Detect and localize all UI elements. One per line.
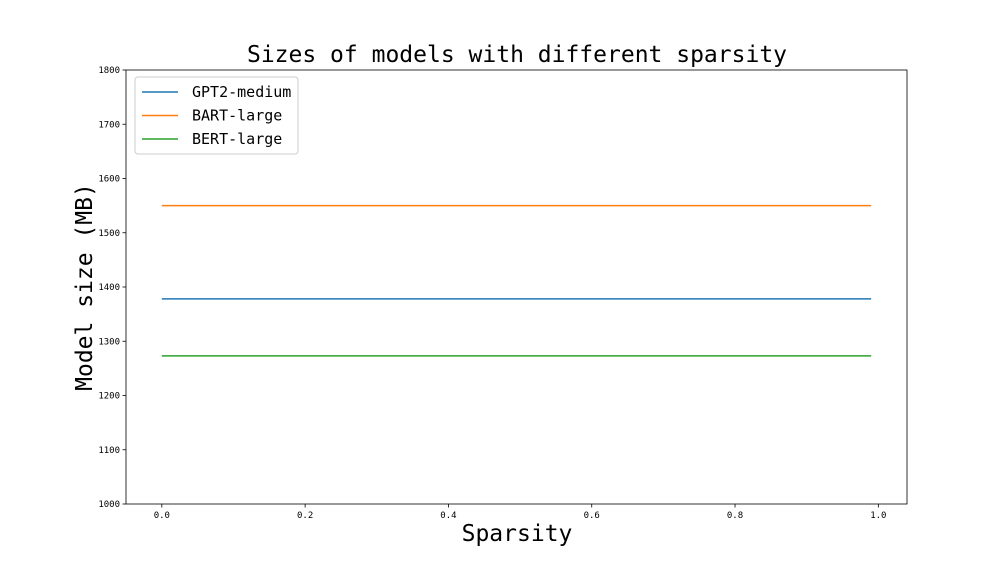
y-tick-label: 1400 [98,283,120,293]
y-tick-label: 1000 [98,500,120,510]
legend-box [134,76,299,155]
y-tick-label: 1100 [98,446,120,456]
x-tick-label: 0.8 [727,511,743,521]
legend-label: BERT-large [192,130,282,148]
x-tick-label: 0.6 [584,511,600,521]
y-axis-ticks: 1000 1100 1200 1300 1400 1500 1600 1700 1800 [98,66,126,510]
y-tick-label: 1300 [98,337,120,347]
x-axis-ticks: 0.0 0.2 0.4 0.6 0.8 1.0 [154,504,886,521]
x-tick-label: 0.4 [440,511,456,521]
y-tick-label: 1800 [98,66,120,76]
x-tick-label: 1.0 [870,511,886,521]
x-tick-label: 0.0 [154,511,170,521]
chart-title: Sizes of models with different sparsity [247,42,787,68]
legend-label: BART-large [192,107,282,125]
x-axis-label: Sparsity [462,521,573,547]
y-tick-label: 1500 [98,229,120,239]
y-tick-label: 1700 [98,120,120,130]
legend: GPT2-medium BART-large BERT-large [134,76,299,155]
legend-label: GPT2-medium [192,83,291,101]
y-tick-label: 1600 [98,175,120,185]
y-axis-label: Model size (MB) [72,183,98,391]
y-tick-label: 1200 [98,392,120,402]
x-tick-label: 0.2 [297,511,313,521]
